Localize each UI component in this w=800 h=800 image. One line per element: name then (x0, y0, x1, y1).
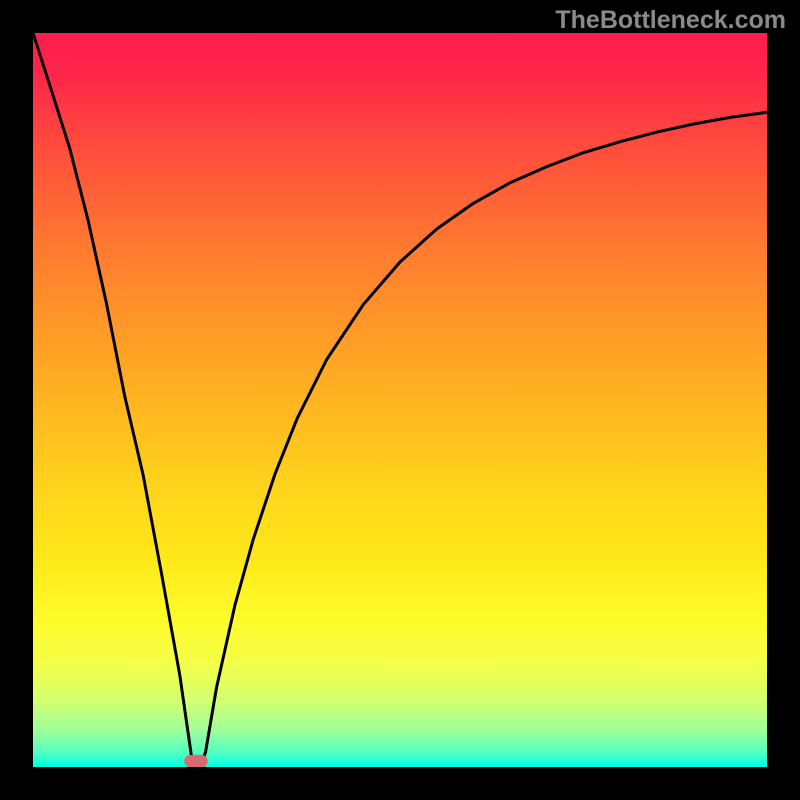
watermark-text: TheBottleneck.com (555, 6, 786, 35)
chart-container: TheBottleneck.com (0, 0, 800, 800)
plot-background (33, 33, 767, 767)
optimal-marker (184, 755, 207, 767)
bottleneck-chart (0, 0, 800, 800)
